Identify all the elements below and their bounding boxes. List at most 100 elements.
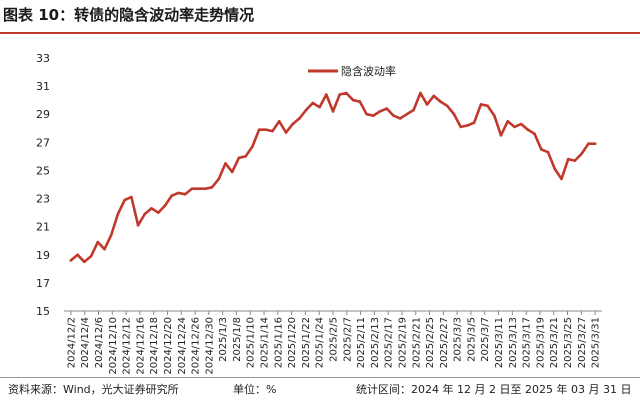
data-point — [479, 103, 483, 106]
data-point — [311, 101, 315, 105]
x-tick-label: 2025/1/22 — [301, 317, 312, 368]
x-tick-label: 2025/3/31 — [591, 317, 602, 368]
data-point — [432, 94, 436, 98]
chart-title: 图表 10：转债的隐含波动率走势情况 — [3, 6, 255, 24]
x-tick-label: 2025/1/10 — [246, 317, 257, 368]
x-tick-label: 2024/12/12 — [122, 317, 133, 374]
data-point — [405, 112, 409, 116]
data-point — [123, 198, 126, 202]
data-point — [486, 104, 489, 108]
data-point — [365, 112, 368, 116]
data-point — [157, 211, 160, 214]
data-point — [284, 131, 288, 134]
y-tick-label: 27 — [36, 136, 50, 149]
unit-note: 单位：% — [233, 383, 277, 396]
data-point — [257, 128, 261, 131]
data-point — [445, 104, 449, 108]
data-point — [593, 142, 597, 145]
x-tick-label: 2025/2/5 — [329, 317, 340, 362]
data-point — [150, 207, 153, 210]
data-point — [533, 132, 536, 136]
x-tick-label: 2024/12/24 — [177, 317, 188, 374]
data-point — [143, 212, 147, 216]
period-note: 统计区间：2024 年 12 月 2 日至 2025 年 03 月 31 日 — [356, 383, 632, 396]
data-point — [493, 114, 496, 117]
y-tick-label: 25 — [36, 164, 50, 177]
x-tick-label: 2025/1/16 — [273, 317, 284, 368]
data-point — [439, 100, 442, 103]
data-point — [372, 114, 375, 117]
y-tick-label: 29 — [36, 108, 50, 121]
data-point — [271, 129, 274, 133]
data-point — [264, 128, 268, 131]
data-point — [83, 260, 86, 264]
x-tick-label: 2025/3/19 — [535, 317, 546, 368]
data-point — [298, 117, 301, 120]
data-point — [546, 150, 550, 154]
data-point — [466, 124, 469, 127]
data-point — [519, 122, 523, 126]
data-point — [566, 157, 570, 161]
y-tick-label: 33 — [36, 52, 50, 65]
x-tick-label: 2025/2/25 — [425, 317, 436, 368]
data-point — [331, 110, 335, 113]
data-point — [103, 247, 106, 251]
data-point — [237, 156, 241, 160]
x-tick-label: 2025/3/7 — [480, 317, 491, 362]
x-tick-label: 2024/12/2 — [66, 317, 77, 368]
x-tick-label: 2024/12/10 — [108, 317, 119, 374]
data-point — [291, 122, 295, 126]
data-point — [499, 134, 503, 137]
legend: 隐含波动率 — [308, 64, 396, 78]
plot-area — [69, 91, 597, 264]
data-point — [304, 108, 308, 112]
data-point — [197, 187, 200, 190]
data-point — [170, 194, 173, 197]
data-point — [412, 108, 415, 112]
data-point — [378, 110, 382, 113]
x-tick-label: 2025/3/17 — [522, 317, 533, 368]
data-point — [506, 120, 510, 123]
x-tick-label: 2025/2/17 — [384, 317, 395, 368]
data-point — [553, 167, 557, 171]
title-divider — [0, 32, 640, 34]
x-tick-label: 2024/12/4 — [80, 317, 91, 368]
x-tick-label: 2025/2/19 — [397, 317, 408, 368]
data-point — [183, 193, 187, 196]
x-tick-label: 2025/3/13 — [508, 317, 519, 368]
data-point — [560, 177, 563, 181]
data-point — [224, 162, 227, 165]
x-tick-label: 2025/2/7 — [342, 317, 353, 362]
data-point — [540, 148, 543, 151]
x-tick-label: 2025/2/11 — [356, 317, 367, 368]
y-axis: 15 17 19 21 23 25 27 29 31 33 — [36, 52, 602, 318]
x-tick-label: 2025/3/5 — [466, 317, 477, 362]
x-tick-label: 2025/3/21 — [549, 317, 560, 368]
y-tick-label: 23 — [36, 193, 50, 206]
y-tick-label: 31 — [36, 80, 50, 93]
data-point — [385, 107, 389, 110]
data-point — [163, 204, 167, 207]
data-point — [318, 105, 321, 109]
data-point — [277, 120, 281, 123]
x-axis: 2024/12/2 2024/12/4 2024/12/6 2024/12/10 202… — [66, 311, 602, 374]
data-point — [587, 142, 590, 145]
data-point — [573, 159, 577, 162]
x-tick-label: 2025/1/24 — [315, 317, 326, 368]
data-point — [580, 152, 583, 155]
data-point — [244, 155, 247, 158]
data-point — [459, 125, 463, 129]
x-tick-label: 2025/3/27 — [577, 317, 588, 368]
data-point — [419, 91, 422, 95]
legend-label: 隐含波动率 — [341, 64, 396, 78]
x-tick-label: 2025/3/3 — [453, 317, 464, 362]
data-point — [398, 117, 402, 120]
x-tick-label: 2025/1/3 — [218, 317, 229, 362]
data-point — [204, 187, 207, 190]
x-tick-label: 2025/3/25 — [563, 317, 574, 368]
data-point — [136, 224, 140, 227]
y-tick-label: 21 — [36, 221, 50, 234]
x-tick-label: 2025/1/20 — [287, 317, 298, 368]
x-tick-label: 2025/2/13 — [370, 317, 381, 368]
